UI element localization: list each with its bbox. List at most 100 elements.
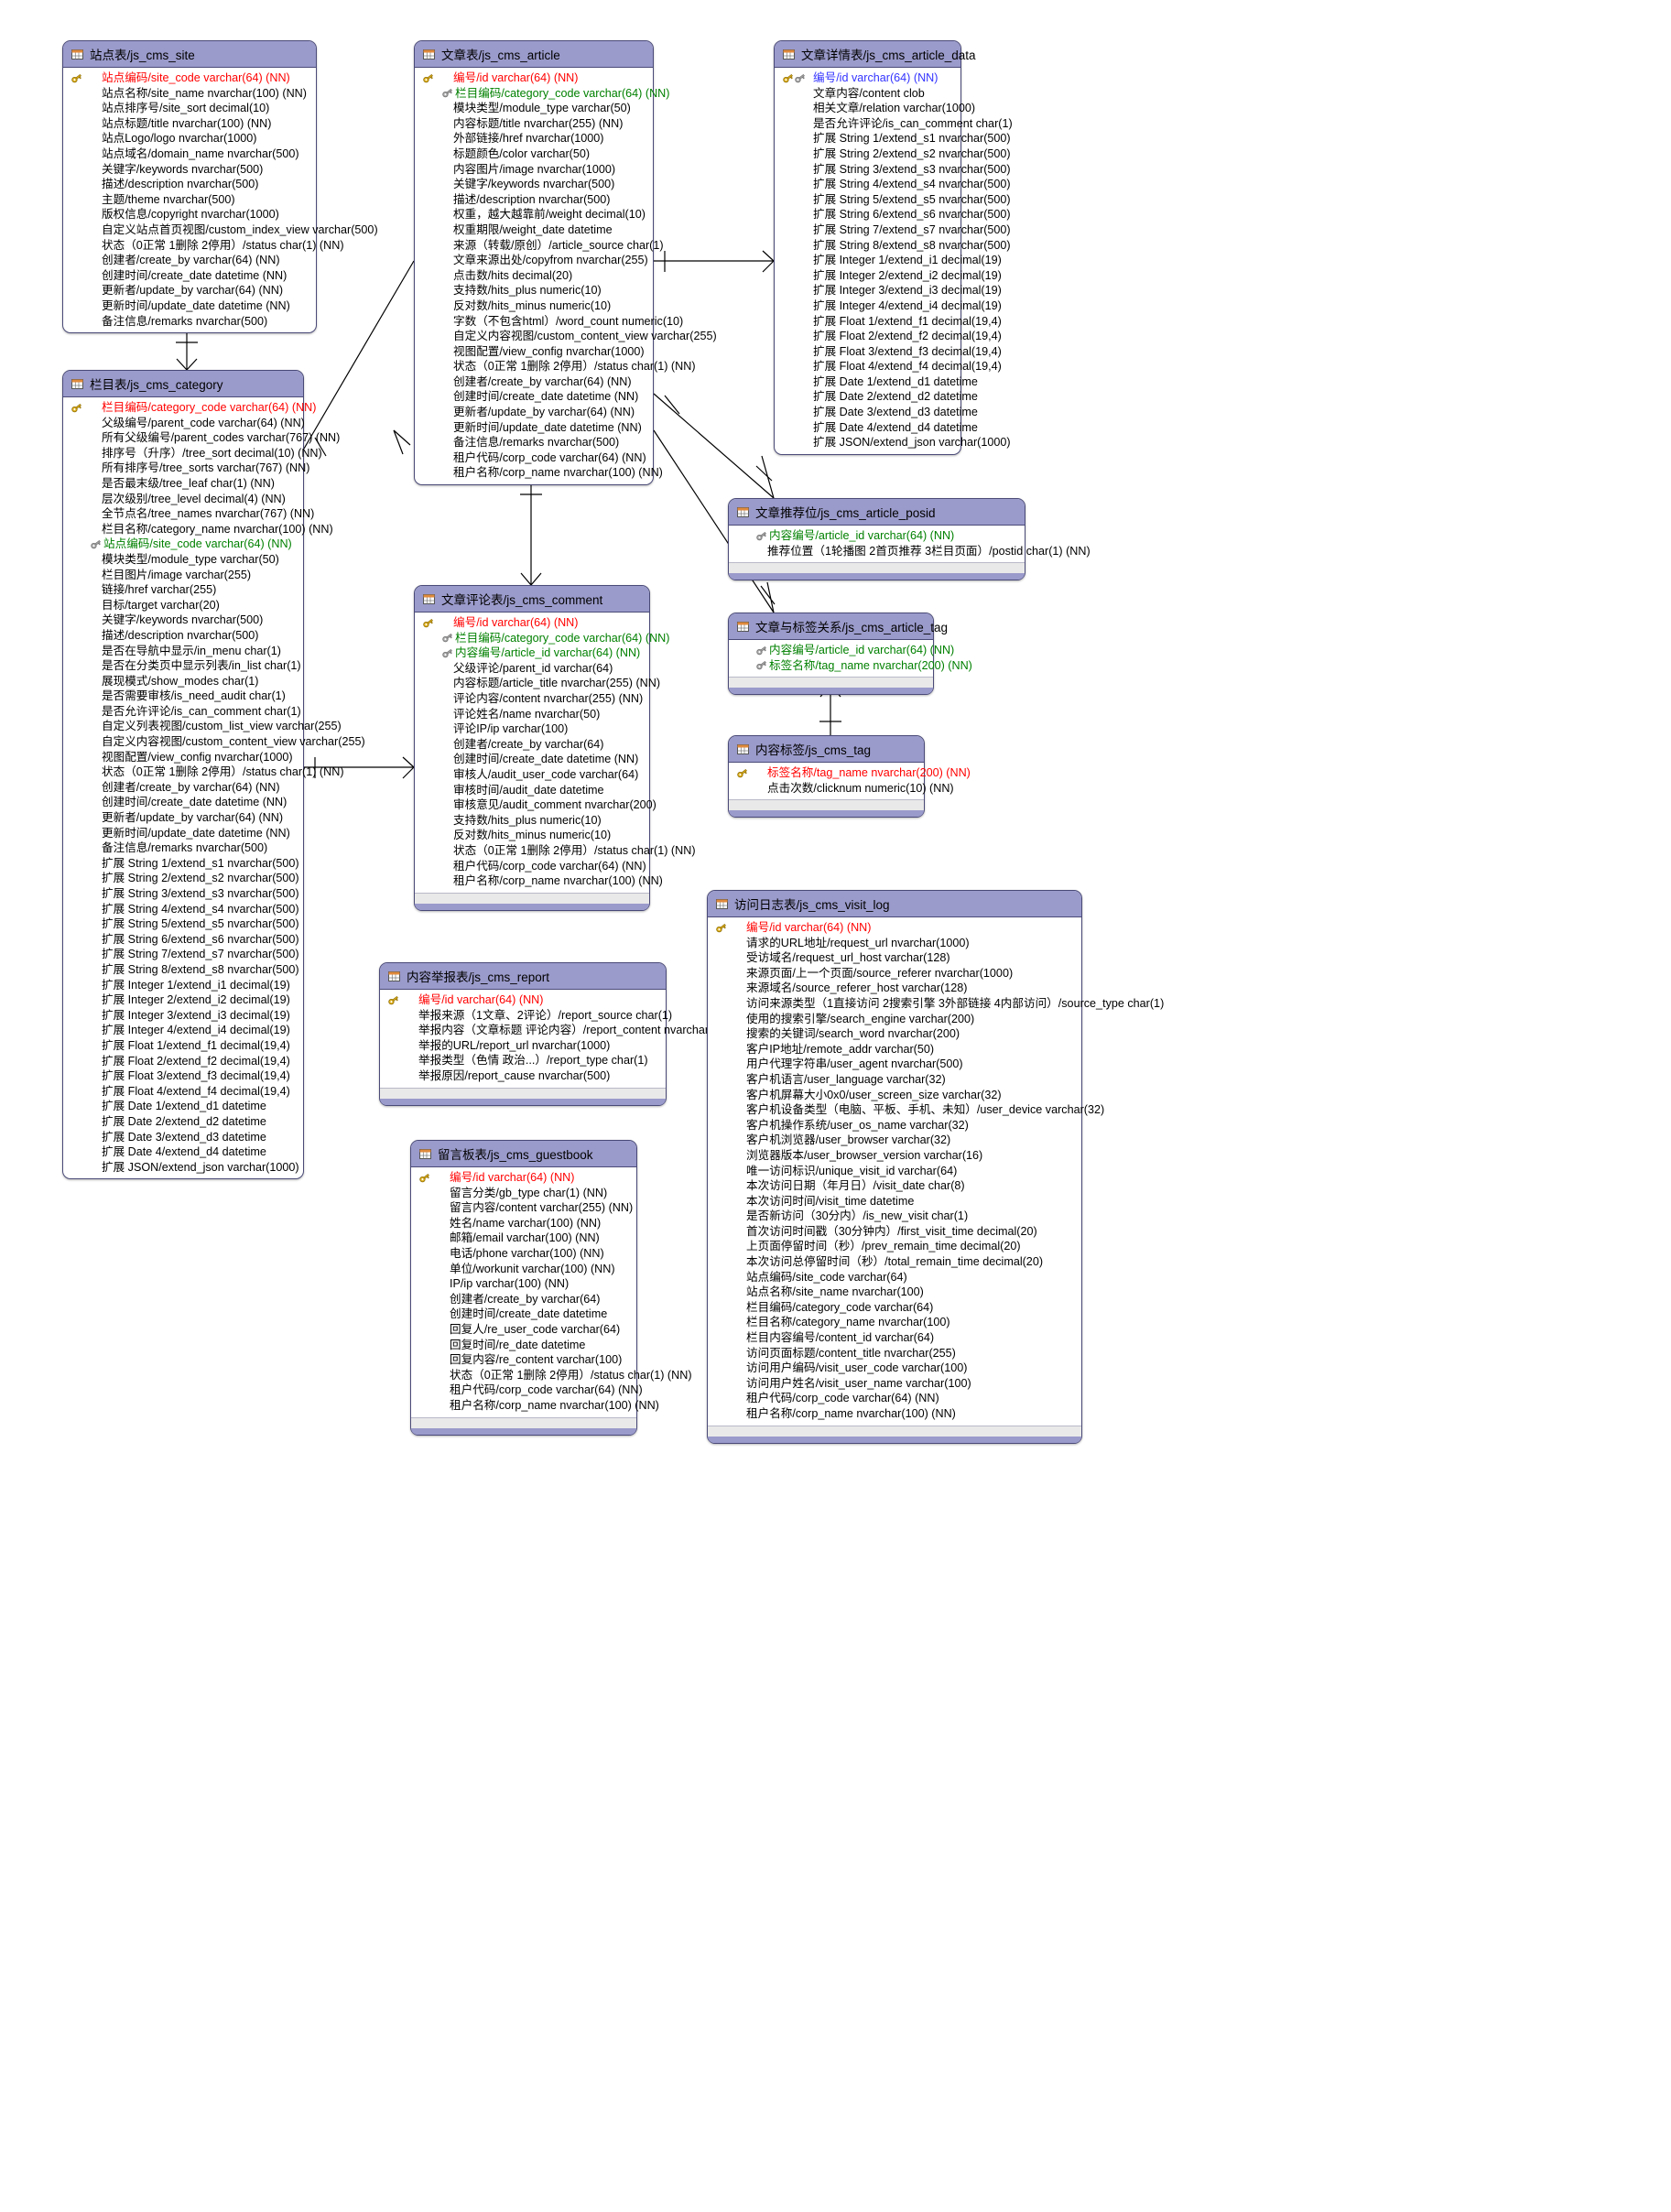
column-row[interactable]: 视图配置/view_config nvarchar(1000) <box>415 344 653 360</box>
column-row[interactable]: 租户名称/corp_name nvarchar(100) (NN) <box>708 1406 1081 1422</box>
column-row[interactable]: 扩展 Integer 4/extend_i4 decimal(19) <box>63 1023 303 1038</box>
column-row[interactable]: 版权信息/copyright nvarchar(1000) <box>63 207 316 222</box>
column-row[interactable]: 推荐位置（1轮播图 2首页推荐 3栏目页面）/postid char(1) (N… <box>729 544 1090 559</box>
column-row[interactable]: 扩展 Float 3/extend_f3 decimal(19,4) <box>775 344 1002 360</box>
column-row[interactable]: 自定义内容视图/custom_content_view varchar(255) <box>415 329 717 344</box>
column-row[interactable]: 外部链接/href nvarchar(1000) <box>415 131 653 146</box>
column-row[interactable]: 扩展 Integer 2/extend_i2 decimal(19) <box>775 268 1002 284</box>
column-row[interactable]: 主题/theme nvarchar(500) <box>63 192 316 208</box>
column-row[interactable]: 来源域名/source_referer_host varchar(128) <box>708 981 1081 996</box>
column-row[interactable]: 栏目图片/image varchar(255) <box>63 568 303 583</box>
column-row[interactable]: 租户代码/corp_code varchar(64) (NN) <box>415 450 653 466</box>
column-row[interactable]: 站点编码/site_code varchar(64) (NN) <box>63 70 316 86</box>
column-row[interactable]: 来源页面/上一个页面/source_referer nvarchar(1000) <box>708 966 1081 981</box>
column-row[interactable]: 举报来源（1文章、2评论）/report_source char(1) <box>380 1008 672 1024</box>
column-row[interactable]: 举报类型（色情 政治...）/report_type char(1) <box>380 1053 666 1068</box>
entity-header-article_tag[interactable]: 文章与标签关系/js_cms_article_tag <box>729 613 948 640</box>
column-row[interactable]: 链接/href varchar(255) <box>63 582 303 598</box>
column-row[interactable]: 内容编号/article_id varchar(64) (NN) <box>729 643 954 658</box>
column-row[interactable]: 栏目编码/category_code varchar(64) (NN) <box>415 631 669 646</box>
column-row[interactable]: 创建者/create_by varchar(64) (NN) <box>63 253 316 268</box>
column-row[interactable]: 更新者/update_by varchar(64) (NN) <box>63 810 303 826</box>
column-row[interactable]: 回复时间/re_date datetime <box>411 1338 636 1353</box>
column-row[interactable]: 站点编码/site_code varchar(64) (NN) <box>63 537 303 552</box>
column-row[interactable]: 描述/description nvarchar(500) <box>63 177 316 192</box>
column-row[interactable]: 状态（0正常 1删除 2停用）/status char(1) (NN) <box>415 359 696 374</box>
column-row[interactable]: 创建者/create_by varchar(64) <box>411 1292 636 1307</box>
column-row[interactable]: 更新时间/update_date datetime (NN) <box>63 298 316 314</box>
entity-comment[interactable]: 文章评论表/js_cms_comment 编号/id varchar(64) (N… <box>414 585 696 911</box>
column-row[interactable]: 状态（0正常 1删除 2停用）/status char(1) (NN) <box>415 843 696 859</box>
column-row[interactable]: 描述/description nvarchar(500) <box>415 192 653 208</box>
column-row[interactable]: 扩展 Float 2/extend_f2 decimal(19,4) <box>775 329 1002 344</box>
column-row[interactable]: 相关文章/relation varchar(1000) <box>775 101 975 116</box>
entity-header-report[interactable]: 内容举报表/js_cms_report <box>380 963 666 990</box>
column-row[interactable]: 父级评论/parent_id varchar(64) <box>415 661 649 677</box>
column-row[interactable]: 审核意见/audit_comment nvarchar(200) <box>415 797 656 813</box>
entity-visit_log[interactable]: 访问日志表/js_cms_visit_log 编号/id varchar(64) … <box>707 890 1164 1444</box>
entity-header-article[interactable]: 文章表/js_cms_article <box>415 41 653 68</box>
column-row[interactable]: 举报的URL/report_url nvarchar(1000) <box>380 1038 666 1054</box>
column-row[interactable]: 站点名称/site_name nvarchar(100) (NN) <box>63 86 316 102</box>
column-row[interactable]: 扩展 String 4/extend_s4 nvarchar(500) <box>63 902 303 917</box>
column-row[interactable]: 评论姓名/name nvarchar(50) <box>415 707 649 722</box>
column-row[interactable]: 点击数/hits decimal(20) <box>415 268 653 284</box>
column-row[interactable]: 文章内容/content clob <box>775 86 960 102</box>
column-row[interactable]: 状态（0正常 1删除 2停用）/status char(1) (NN) <box>63 764 344 780</box>
column-row[interactable]: 扩展 String 7/extend_s7 nvarchar(500) <box>775 222 1011 238</box>
entity-header-guestbook[interactable]: 留言板表/js_cms_guestbook <box>411 1141 636 1167</box>
column-row[interactable]: 关键字/keywords nvarchar(500) <box>415 177 653 192</box>
column-row[interactable]: 扩展 String 6/extend_s6 nvarchar(500) <box>63 932 303 948</box>
column-row[interactable]: 客户机语言/user_language varchar(32) <box>708 1072 1081 1088</box>
column-row[interactable]: 创建者/create_by varchar(64) <box>415 737 649 753</box>
entity-report[interactable]: 内容举报表/js_cms_report 编号/id varchar(64) (NN… <box>379 962 735 1106</box>
column-row[interactable]: 租户名称/corp_name nvarchar(100) (NN) <box>415 873 663 889</box>
column-row[interactable]: 唯一访问标识/unique_visit_id varchar(64) <box>708 1164 1081 1179</box>
column-row[interactable]: 编号/id varchar(64) (NN) <box>708 920 1081 936</box>
column-row[interactable]: 扩展 Float 3/extend_f3 decimal(19,4) <box>63 1068 303 1084</box>
column-row[interactable]: 本次访问日期（年月日）/visit_date char(8) <box>708 1178 1081 1194</box>
column-row[interactable]: 创建时间/create_date datetime (NN) <box>63 268 316 284</box>
column-row[interactable]: 是否允许评论/is_can_comment char(1) <box>775 116 1013 132</box>
column-row[interactable]: 扩展 Float 1/extend_f1 decimal(19,4) <box>775 314 1002 330</box>
column-row[interactable]: 目标/target varchar(20) <box>63 598 303 613</box>
entity-header-comment[interactable]: 文章评论表/js_cms_comment <box>415 586 649 613</box>
entity-tag[interactable]: 内容标签/js_cms_tag 标签名称/tag_name nvarchar(20… <box>728 735 971 819</box>
entity-article_tag[interactable]: 文章与标签关系/js_cms_article_tag 内容编号/article_i… <box>728 613 972 696</box>
column-row[interactable]: 租户名称/corp_name nvarchar(100) (NN) <box>415 465 663 481</box>
column-row[interactable]: 栏目名称/category_name nvarchar(100) (NN) <box>63 522 333 537</box>
column-row[interactable]: 内容编号/article_id varchar(64) (NN) <box>729 528 1025 544</box>
column-row[interactable]: 扩展 Date 3/extend_d3 datetime <box>63 1130 303 1145</box>
column-row[interactable]: 栏目编码/category_code varchar(64) <box>708 1300 1081 1316</box>
entity-header-site[interactable]: 站点表/js_cms_site <box>63 41 316 68</box>
column-row[interactable]: 是否允许评论/is_can_comment char(1) <box>63 704 303 720</box>
column-row[interactable]: 首次访问时间戳（30分钟内）/first_visit_time decimal(… <box>708 1224 1081 1240</box>
column-row[interactable]: 是否最末级/tree_leaf char(1) (NN) <box>63 476 303 492</box>
column-row[interactable]: 扩展 String 3/extend_s3 nvarchar(500) <box>775 162 1011 178</box>
entity-article_data[interactable]: 文章详情表/js_cms_article_data 编号/id varchar(6… <box>774 40 1013 455</box>
column-row[interactable]: 扩展 Date 1/extend_d1 datetime <box>63 1099 303 1114</box>
column-row[interactable]: 层次级别/tree_level decimal(4) (NN) <box>63 492 303 507</box>
column-row[interactable]: 客户机设备类型（电脑、平板、手机、未知）/user_device varchar… <box>708 1102 1104 1118</box>
column-row[interactable]: 反对数/hits_minus numeric(10) <box>415 298 653 314</box>
column-row[interactable]: 备注信息/remarks nvarchar(500) <box>63 314 316 330</box>
entity-header-tag[interactable]: 内容标签/js_cms_tag <box>729 736 924 763</box>
entity-article[interactable]: 文章表/js_cms_article 编号/id varchar(64) (NN)… <box>414 40 717 486</box>
column-row[interactable]: 租户代码/corp_code varchar(64) (NN) <box>411 1382 643 1398</box>
column-row[interactable]: 租户名称/corp_name nvarchar(100) (NN) <box>411 1398 659 1414</box>
column-row[interactable]: 扩展 String 8/extend_s8 nvarchar(500) <box>63 962 303 978</box>
column-row[interactable]: 举报内容（文章标题 评论内容）/report_content nvarchar(… <box>380 1023 735 1038</box>
column-row[interactable]: 扩展 JSON/extend_json varchar(1000) <box>63 1160 303 1176</box>
column-row[interactable]: 关键字/keywords nvarchar(500) <box>63 613 303 628</box>
column-row[interactable]: 客户机浏览器/user_browser varchar(32) <box>708 1133 1081 1148</box>
column-row[interactable]: 评论内容/content nvarchar(255) (NN) <box>415 691 649 707</box>
column-row[interactable]: 访问用户姓名/visit_user_name varchar(100) <box>708 1376 1081 1392</box>
column-row[interactable]: 站点Logo/logo nvarchar(1000) <box>63 131 316 146</box>
column-row[interactable]: 栏目编码/category_code varchar(64) (NN) <box>415 86 669 102</box>
column-row[interactable]: 权重，越大越靠前/weight decimal(10) <box>415 207 653 222</box>
entity-site[interactable]: 站点表/js_cms_site 站点编码/site_code varchar(64… <box>62 40 378 334</box>
column-row[interactable]: 内容编号/article_id varchar(64) (NN) <box>415 645 649 661</box>
column-row[interactable]: 是否新访问（30分内）/is_new_visit char(1) <box>708 1209 1081 1224</box>
column-row[interactable]: 扩展 String 6/extend_s6 nvarchar(500) <box>775 207 1011 222</box>
column-row[interactable]: 编号/id varchar(64) (NN) <box>411 1170 636 1186</box>
